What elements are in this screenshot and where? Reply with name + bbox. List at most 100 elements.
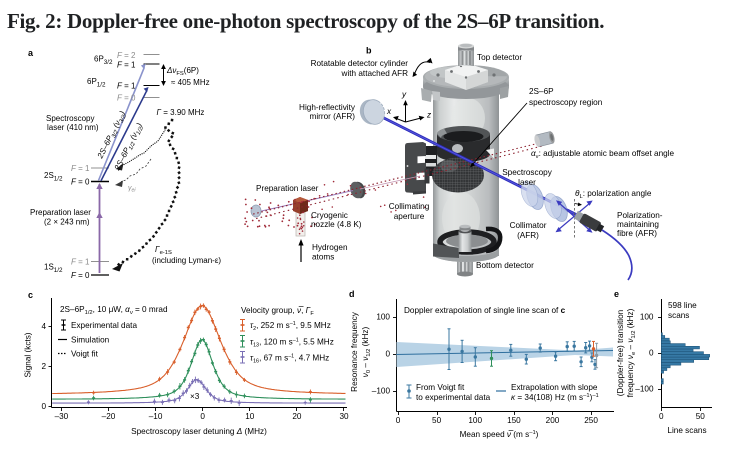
svg-text:200: 200 [546, 416, 560, 425]
svg-text:Line scans: Line scans [667, 426, 706, 435]
svg-text:Hydrogen: Hydrogen [312, 243, 348, 252]
svg-text:frequency νe – ν1/2 (kHz): frequency νe – ν1/2 (kHz) [626, 308, 637, 397]
svg-text:θL: polarization angle: θL: polarization angle [575, 189, 652, 200]
svg-text:1S1/2: 1S1/2 [44, 263, 63, 275]
svg-text:αν: adjustable atomic beam off: αν: adjustable atomic beam offset angle [531, 149, 675, 160]
svg-text:ν0 – ν1/2 (kHz): ν0 – ν1/2 (kHz) [361, 327, 372, 378]
svg-text:Γ = 3.90 MHz: Γ = 3.90 MHz [157, 108, 205, 117]
svg-text:Mean speed ν̅ (m s–1): Mean speed ν̅ (m s–1) [460, 429, 539, 439]
svg-text:τ13, 120 m s–1, 5.5 MHz: τ13, 120 m s–1, 5.5 MHz [250, 338, 334, 349]
svg-text:Signal (kcts): Signal (kcts) [24, 332, 33, 377]
svg-text:–30: –30 [55, 412, 69, 421]
svg-text:spectroscopy region: spectroscopy region [529, 98, 603, 107]
svg-text:atoms: atoms [312, 253, 334, 262]
svg-text:F = 0: F = 0 [71, 178, 90, 187]
svg-text:to experimental data: to experimental data [416, 393, 491, 402]
svg-text:γei: γei [128, 185, 136, 194]
svg-text:with attached AFR: with attached AFR [341, 69, 409, 78]
svg-text:–100: –100 [635, 385, 654, 394]
svg-text:High-reflectivity: High-reflectivity [299, 103, 356, 112]
svg-text:100: 100 [468, 416, 482, 425]
svg-text:(AFR): (AFR) [517, 231, 539, 240]
svg-text:250: 250 [584, 416, 598, 425]
svg-text:laser: laser [518, 178, 536, 187]
svg-text:598 line: 598 line [668, 301, 697, 310]
svg-text:(including Lyman-ε): (including Lyman-ε) [152, 256, 221, 265]
svg-text:F = 0: F = 0 [71, 271, 90, 280]
svg-text:0: 0 [200, 412, 205, 421]
svg-text:τ16, 67 m s–1, 4.7 MHz: τ16, 67 m s–1, 4.7 MHz [250, 354, 329, 365]
svg-text:ΔνFS(6P): ΔνFS(6P) [166, 66, 199, 77]
svg-text:2S1/2: 2S1/2 [44, 171, 63, 183]
svg-text:c: c [28, 290, 33, 300]
svg-text:50: 50 [432, 416, 442, 425]
svg-text:50: 50 [696, 412, 706, 421]
svg-text:F = 1: F = 1 [71, 164, 90, 173]
svg-text:Bottom detector: Bottom detector [476, 261, 534, 270]
svg-text:Cryogenic: Cryogenic [311, 211, 348, 220]
svg-text:Preparation laser: Preparation laser [256, 184, 319, 193]
svg-text:2: 2 [41, 362, 46, 371]
svg-text:Collimator: Collimator [510, 221, 547, 230]
svg-text:0: 0 [396, 416, 401, 425]
svg-text:2S–6P1/2, 10 μW, αν = 0 mrad: 2S–6P1/2, 10 μW, αν = 0 mrad [60, 305, 168, 316]
svg-text:F = 1: F = 1 [71, 258, 90, 267]
svg-text:30: 30 [339, 412, 349, 421]
svg-text:Simulation: Simulation [71, 336, 110, 345]
svg-text:6P3/2: 6P3/2 [94, 55, 113, 67]
svg-text:Γe-1S: Γe-1S [155, 245, 172, 256]
svg-text:aperture: aperture [394, 212, 425, 221]
svg-text:Voigt fit: Voigt fit [71, 350, 99, 359]
svg-text:–20: –20 [102, 412, 116, 421]
svg-text:(Doppler-free) transition: (Doppler-free) transition [616, 309, 625, 396]
svg-text:2S–6P: 2S–6P [529, 87, 554, 96]
svg-text:4: 4 [41, 322, 46, 331]
svg-text:fibre (AFR): fibre (AFR) [617, 229, 657, 238]
svg-text:z: z [426, 111, 431, 120]
svg-text:laser (410 nm): laser (410 nm) [47, 123, 99, 132]
svg-text:150: 150 [507, 416, 521, 425]
svg-text:10: 10 [245, 412, 255, 421]
svg-text:y: y [401, 90, 407, 99]
svg-text:Experimental data: Experimental data [71, 321, 137, 330]
svg-text:Spectroscopy: Spectroscopy [46, 114, 94, 123]
svg-text:F = 0: F = 0 [117, 94, 136, 103]
svg-text:6P1/2: 6P1/2 [87, 77, 106, 89]
svg-text:Top detector: Top detector [477, 53, 522, 62]
svg-text:maintaining: maintaining [617, 220, 659, 229]
svg-text:–100: –100 [372, 387, 391, 396]
svg-text:(2 × 243 nm): (2 × 243 nm) [44, 218, 90, 227]
svg-text:τ2, 252 m s–1, 9.5 MHz: τ2, 252 m s–1, 9.5 MHz [250, 321, 331, 332]
svg-text:κ = 34(108) Hz (m s–1)–1: κ = 34(108) Hz (m s–1)–1 [511, 393, 599, 402]
svg-text:Velocity group, ν̅, ΓF: Velocity group, ν̅, ΓF [241, 305, 314, 317]
svg-text:mirror (AFR): mirror (AFR) [310, 112, 356, 121]
svg-text:x: x [386, 107, 392, 116]
svg-text:Rotatable detector cylinder: Rotatable detector cylinder [311, 59, 409, 68]
svg-text:From Voigt fit: From Voigt fit [416, 383, 465, 392]
svg-text:F = 2: F = 2 [117, 51, 136, 60]
svg-text:0: 0 [41, 402, 46, 411]
svg-text:Resonance frequency: Resonance frequency [350, 311, 359, 392]
svg-text:20: 20 [292, 412, 302, 421]
svg-text:Preparation laser: Preparation laser [30, 208, 91, 217]
svg-text:Collimating: Collimating [389, 202, 430, 211]
svg-text:–10: –10 [149, 412, 163, 421]
svg-text:Polarization-: Polarization- [617, 211, 663, 220]
svg-text:F = 1: F = 1 [117, 61, 136, 70]
svg-text:e: e [614, 289, 619, 299]
svg-text:b: b [366, 46, 372, 56]
svg-text:0: 0 [659, 412, 664, 421]
svg-text:100: 100 [376, 313, 390, 322]
svg-text:0: 0 [649, 349, 654, 358]
svg-text:Extrapolation with slope: Extrapolation with slope [511, 383, 598, 392]
svg-text:Spectroscopy: Spectroscopy [502, 168, 553, 177]
svg-text:0: 0 [385, 350, 390, 359]
svg-text:×3: ×3 [190, 392, 200, 401]
svg-text:scans: scans [668, 311, 689, 320]
svg-text:100: 100 [640, 313, 654, 322]
svg-text:≈ 405 MHz: ≈ 405 MHz [171, 78, 210, 87]
svg-text:F = 1: F = 1 [117, 82, 136, 91]
svg-text:nozzle (4.8 K): nozzle (4.8 K) [311, 220, 362, 229]
svg-text:d: d [349, 289, 355, 299]
svg-text:a: a [28, 48, 34, 58]
